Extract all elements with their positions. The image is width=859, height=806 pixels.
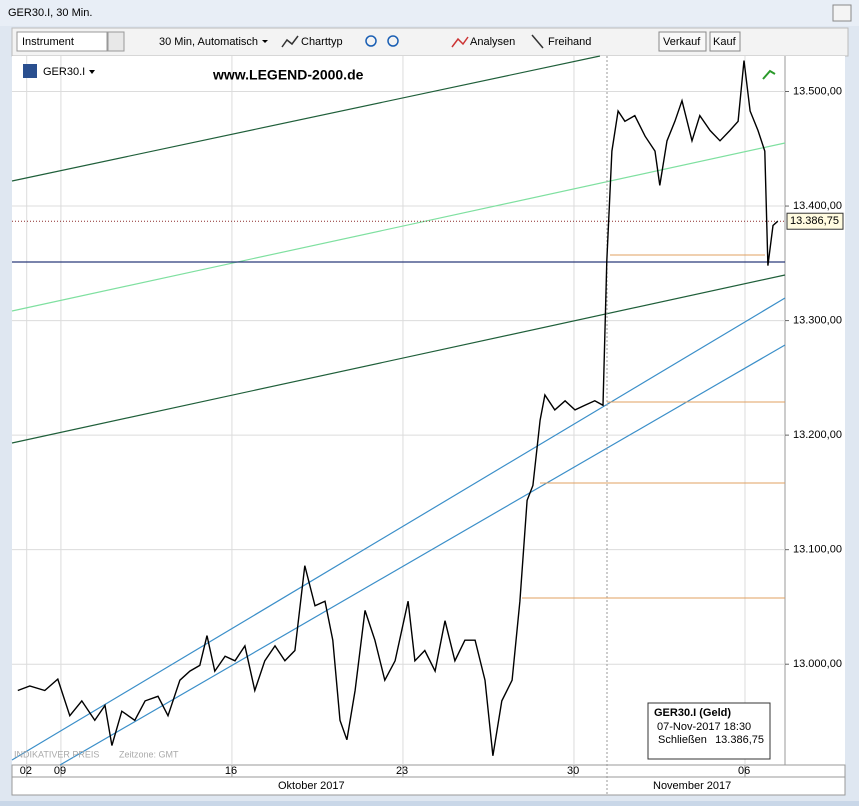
info-close-label: Schließen bbox=[658, 734, 707, 746]
freihand-menu[interactable]: Freihand bbox=[548, 36, 591, 48]
x-tick-label: 16 bbox=[225, 765, 237, 777]
zoom-in-icon[interactable] bbox=[365, 35, 377, 47]
y-tick-label: 13.400,00 bbox=[793, 200, 842, 212]
month-label: Oktober 2017 bbox=[278, 780, 345, 792]
cfd-icon bbox=[23, 64, 37, 78]
drawings bbox=[11, 55, 786, 795]
timezone-note: Zeitzone: GMT bbox=[119, 749, 179, 759]
channel-line bbox=[11, 297, 786, 761]
x-tick-label: 23 bbox=[396, 765, 408, 777]
charttype-menu[interactable]: Charttyp bbox=[301, 36, 343, 48]
grid bbox=[12, 56, 789, 777]
channel-line bbox=[59, 344, 786, 766]
freihand-icon bbox=[531, 34, 544, 49]
buy-button[interactable] bbox=[709, 31, 741, 52]
trend-line bbox=[11, 55, 601, 182]
month-label: November 2017 bbox=[653, 780, 731, 792]
window-title: GER30.I, 30 Min. bbox=[8, 7, 92, 19]
title-bar bbox=[0, 0, 859, 26]
trend-line bbox=[11, 274, 786, 444]
marks bbox=[12, 60, 785, 756]
charttype-icon bbox=[281, 35, 299, 48]
y-tick-label: 13.500,00 bbox=[793, 85, 842, 97]
instrument-placeholder: Instrument bbox=[22, 36, 74, 48]
current-price-label: 13.386,75 bbox=[790, 215, 839, 227]
symbol-label[interactable]: GER30.I bbox=[43, 66, 85, 78]
info-title: GER30.I (Geld) bbox=[654, 707, 731, 719]
price-note: INDIKATIVER PREIS bbox=[14, 749, 99, 759]
zoom-out-icon[interactable] bbox=[387, 35, 399, 47]
info-close-value: 13.386,75 bbox=[715, 734, 764, 746]
trend-line bbox=[11, 142, 786, 312]
time-axis bbox=[11, 764, 846, 796]
x-tick-label: 30 bbox=[567, 765, 579, 777]
y-tick-label: 13.000,00 bbox=[793, 658, 842, 670]
status-icon bbox=[762, 69, 776, 80]
instrument-button[interactable] bbox=[107, 31, 125, 52]
watermark: www.LEGEND-2000.de bbox=[212, 67, 364, 83]
price-line bbox=[17, 60, 779, 756]
toolbar bbox=[11, 27, 849, 57]
y-tick-label: 13.300,00 bbox=[793, 314, 842, 326]
sell-button[interactable] bbox=[658, 31, 707, 52]
y-tick-label: 13.100,00 bbox=[793, 544, 842, 556]
x-tick-label: 09 bbox=[54, 765, 66, 777]
dropdown-arrow bbox=[89, 70, 95, 74]
current-price-box bbox=[786, 212, 844, 230]
analysen-menu[interactable]: Analysen bbox=[470, 36, 515, 48]
x-tick-label: 02 bbox=[20, 765, 32, 777]
info-box bbox=[647, 702, 771, 760]
maximize-button[interactable] bbox=[832, 4, 852, 22]
buy-label: Kauf bbox=[713, 36, 737, 48]
x-tick-label: 06 bbox=[738, 765, 750, 777]
plot-area bbox=[12, 56, 785, 765]
analysen-icon bbox=[451, 36, 469, 48]
instrument-input[interactable] bbox=[16, 31, 108, 52]
sell-label: Verkauf bbox=[663, 36, 701, 48]
info-datetime: 07-Nov-2017 18:30 bbox=[657, 721, 751, 733]
interval-menu[interactable]: 30 Min, Automatisch bbox=[159, 36, 258, 48]
dropdown-arrow bbox=[262, 40, 268, 43]
price-axis bbox=[785, 56, 845, 765]
y-tick-label: 13.200,00 bbox=[793, 429, 842, 441]
